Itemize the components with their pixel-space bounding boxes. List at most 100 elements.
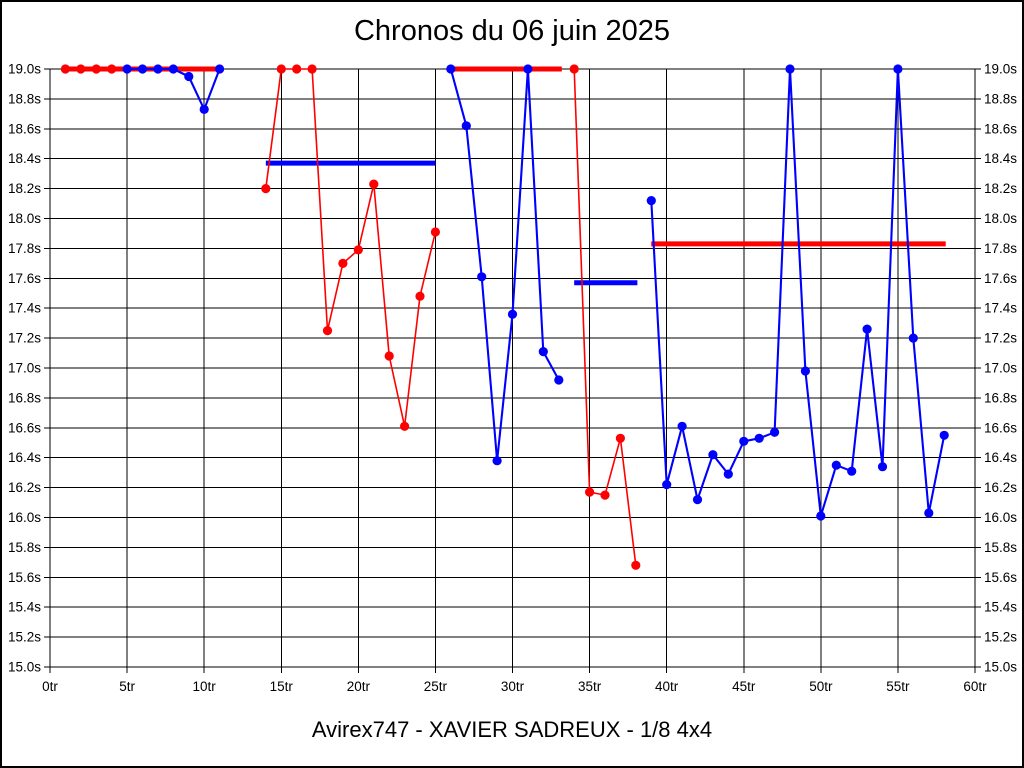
blue-stint-3-point <box>770 427 780 437</box>
blue-stint-3-point <box>677 421 687 431</box>
y-axis-tick-label-left: 15.2s <box>8 630 41 645</box>
y-axis-tick-label-right: 17.6s <box>984 271 1017 286</box>
blue-stint-2-line <box>449 67 560 462</box>
y-axis-tick-label-right: 15.6s <box>984 570 1017 585</box>
x-axis-tick-label: 55tr <box>886 679 910 694</box>
blue-stint-3-point <box>893 64 903 74</box>
blue-stint-3-point <box>723 469 733 479</box>
blue-stint-3-point <box>924 508 934 518</box>
x-axis-tick-label: 0tr <box>42 679 58 694</box>
blue-stint-3-point <box>908 333 918 343</box>
x-axis-tick-label: 35tr <box>578 679 602 694</box>
blue-stint-1-point <box>168 64 178 74</box>
y-axis-tick-label-left: 15.6s <box>8 570 41 585</box>
y-axis-tick-label-right: 19.0s <box>984 62 1017 77</box>
red-stint-2-point <box>415 291 425 301</box>
red-stint-2-point <box>400 421 410 431</box>
blue-stint-1-point <box>215 64 225 74</box>
blue-stint-2-point <box>477 272 487 282</box>
y-axis-tick-label-left: 19.0s <box>8 62 41 77</box>
blue-stint-2-point <box>554 375 564 385</box>
y-axis-tick-label-right: 16.6s <box>984 420 1017 435</box>
blue-stint-2-point <box>461 121 471 131</box>
x-axis-tick-label: 50tr <box>809 679 833 694</box>
blue-stint-1-point <box>199 104 209 114</box>
red-stint-3-point <box>569 64 579 74</box>
red-stint-3-point <box>585 487 595 497</box>
x-axis-tick-label: 15tr <box>270 679 294 694</box>
y-axis-tick-label-left: 17.2s <box>8 331 41 346</box>
blue-stint-3-point <box>831 460 841 470</box>
y-axis-tick-label-right: 17.2s <box>984 331 1017 346</box>
red-stint-1-point <box>76 64 86 74</box>
blue-stint-3-point <box>754 433 764 443</box>
blue-stint-3-point <box>939 430 949 440</box>
red-stint-2-point <box>369 179 379 189</box>
y-axis-tick-label-left: 18.2s <box>8 181 41 196</box>
chart-footer: Avirex747 - XAVIER SADREUX - 1/8 4x4 <box>311 717 713 742</box>
red-stint-3-point <box>600 490 610 500</box>
red-stint-2-point <box>384 351 394 361</box>
y-axis-tick-label-right: 18.8s <box>984 91 1017 106</box>
red-stint-2-point <box>353 245 363 255</box>
red-stint-2-point <box>276 64 286 74</box>
red-stint-1-point <box>60 64 70 74</box>
red-stint-1-point <box>91 64 101 74</box>
blue-stint-1-point <box>184 71 194 82</box>
x-axis-tick-label: 40tr <box>655 679 679 694</box>
red-stint-2-point <box>292 64 302 74</box>
x-axis-tick-label: 10tr <box>193 679 217 694</box>
y-axis-tick-label-right: 16.4s <box>984 450 1017 465</box>
red-stint-3-point <box>615 433 626 443</box>
y-axis-tick-label-right: 15.2s <box>984 630 1017 645</box>
y-axis-tick-label-left: 18.6s <box>8 121 41 136</box>
y-axis-tick-label-left: 15.4s <box>8 600 41 615</box>
blue-stint-1-point <box>122 64 132 74</box>
y-axis-tick-label-left: 15.0s <box>8 660 41 675</box>
y-axis-tick-label-right: 18.6s <box>984 121 1017 136</box>
y-axis-tick-label-left: 16.6s <box>8 420 41 435</box>
y-axis-tick-label-right: 15.0s <box>984 660 1017 675</box>
y-axis-tick-label-left: 18.4s <box>8 151 41 166</box>
blue-stint-3-point <box>816 511 826 521</box>
y-axis-tick-label-right: 17.8s <box>984 241 1017 256</box>
blue-stint-2-point <box>507 309 518 319</box>
blue-stint-3-point <box>662 480 672 490</box>
y-axis-tick-label-right: 18.0s <box>984 211 1017 226</box>
y-axis-tick-label-right: 15.4s <box>984 600 1017 615</box>
y-axis-tick-label-left: 17.6s <box>8 271 41 286</box>
y-axis-tick-label-right: 16.8s <box>984 390 1017 405</box>
blue-stint-3-point <box>862 324 872 334</box>
red-stint-3-point <box>631 560 641 570</box>
x-axis-tick-label: 20tr <box>347 679 371 694</box>
y-axis-tick-label-right: 16.0s <box>984 510 1017 525</box>
y-axis-tick-label-right: 18.2s <box>984 181 1017 196</box>
x-axis-tick-label: 30tr <box>501 679 525 694</box>
y-axis-tick-label-right: 18.4s <box>984 151 1017 166</box>
x-axis-tick-label: 45tr <box>732 679 756 694</box>
blue-stint-3-point <box>692 495 703 505</box>
x-axis-tick-label: 25tr <box>424 679 448 694</box>
y-axis-tick-label-left: 16.8s <box>8 390 41 405</box>
x-axis-tick-label: 60tr <box>963 679 987 694</box>
red-stint-2-point <box>261 184 271 194</box>
blue-stint-3-point <box>800 366 811 376</box>
red-stint-2-line <box>265 68 437 428</box>
blue-stint-2-point <box>523 64 533 74</box>
blue-stint-3-point <box>785 64 795 74</box>
y-axis-tick-label-left: 17.0s <box>8 361 41 376</box>
y-axis-tick-label-right: 16.2s <box>984 480 1017 495</box>
y-axis-tick-label-left: 15.8s <box>8 540 41 555</box>
y-axis-tick-label-right: 17.0s <box>984 361 1017 376</box>
red-stint-1-point <box>107 64 117 74</box>
red-stint-2-point <box>338 258 348 268</box>
blue-stint-1-point <box>137 64 148 74</box>
red-stint-2-point <box>430 227 440 237</box>
blue-stint-3-point <box>646 196 656 206</box>
y-axis-tick-label-left: 17.4s <box>8 301 41 316</box>
red-stint-2-point <box>307 64 317 74</box>
blue-stint-2-point <box>538 347 548 357</box>
blue-stint-3-point <box>877 462 888 472</box>
